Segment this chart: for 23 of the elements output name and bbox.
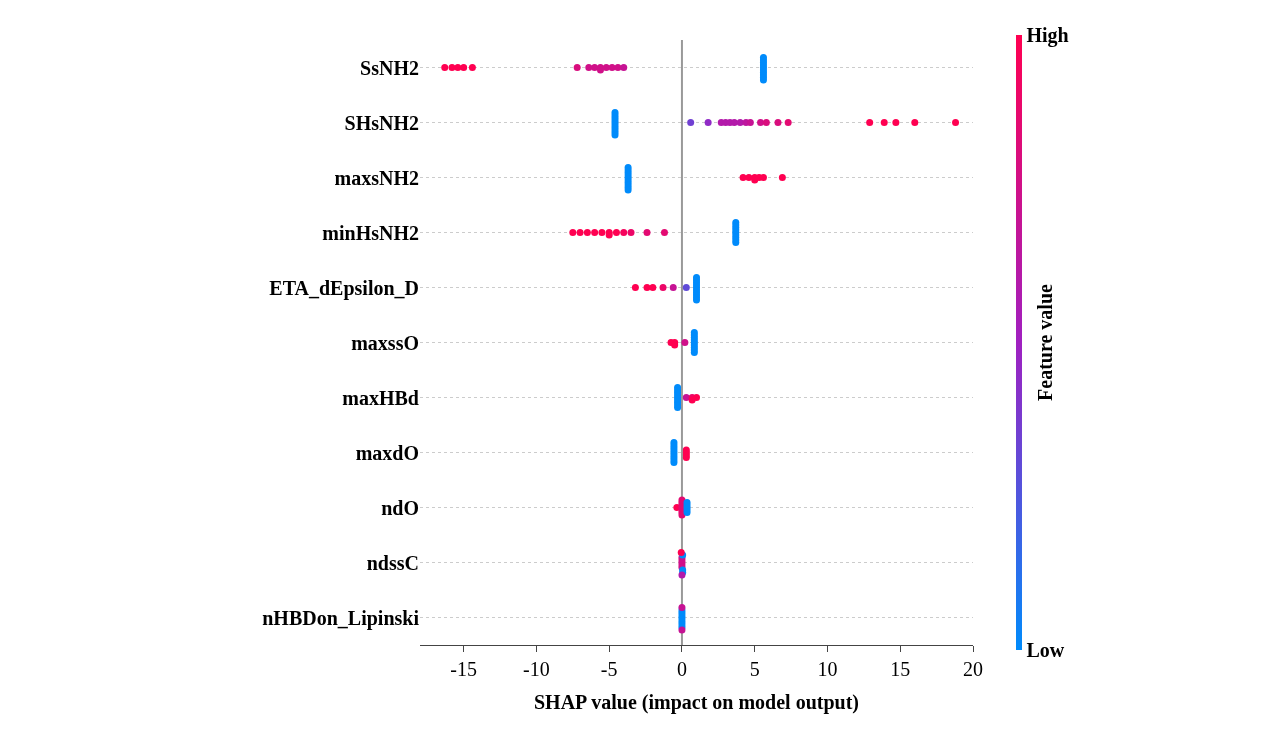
x-tick-label: 5 (749, 658, 760, 680)
y-tick-label: SHsNH2 (344, 111, 419, 134)
y-tick-label: maxHBd (342, 386, 419, 409)
y-tick-label: maxdO (355, 441, 419, 464)
x-tick-label: 0 (676, 658, 687, 680)
y-tick-label: ETA_dEpsilon_D (269, 276, 419, 300)
color-bar-label: Low (1026, 639, 1065, 661)
x-axis-title: SHAP value (impact on model output) (533, 690, 860, 714)
y-tick-label: ndO (381, 496, 419, 519)
y-tick-label: ndssC (366, 551, 419, 574)
y-tick-label: SsNH2 (360, 56, 419, 79)
y-tick-label: maxsNH2 (334, 166, 419, 189)
x-tick-label: -5 (600, 658, 618, 680)
color-bar-title: Feature value (1034, 283, 1057, 401)
y-tick-label: minHsNH2 (322, 221, 419, 244)
x-tick-label: 10 (817, 658, 838, 680)
color-bar-label: High (1026, 24, 1069, 47)
y-tick-label: nHBDon_Lipinski (262, 606, 420, 630)
x-tick-label: 20 (963, 658, 983, 680)
y-tick-label: maxssO (351, 331, 419, 354)
x-tick-label: 15 (890, 658, 911, 680)
x-tick-label: -10 (523, 658, 550, 680)
x-tick-label: -15 (450, 658, 477, 680)
